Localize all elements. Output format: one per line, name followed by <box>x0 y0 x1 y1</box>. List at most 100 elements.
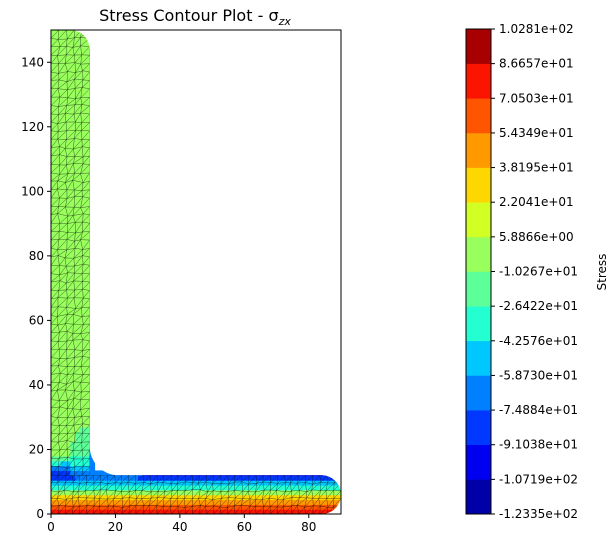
contour-cell <box>84 189 91 196</box>
contour-cell <box>84 286 91 292</box>
contour-cell <box>70 475 76 481</box>
colorbar-band <box>466 271 491 307</box>
contour-cell <box>89 112 96 118</box>
contour-cell <box>302 470 308 476</box>
contour-cell <box>60 460 67 467</box>
contour-cell <box>75 296 81 302</box>
contour-cell <box>55 126 62 133</box>
contour-cell <box>80 136 86 142</box>
contour-cell <box>55 402 62 409</box>
contour-cell <box>51 320 57 326</box>
contour-cell <box>80 83 86 89</box>
contour-cell <box>84 291 91 297</box>
contour-cell <box>283 480 289 486</box>
contour-cell <box>65 267 71 273</box>
contour-cell <box>316 489 323 496</box>
contour-cell <box>51 426 57 433</box>
contour-cell <box>297 509 303 514</box>
contour-cell <box>51 363 57 370</box>
contour-cell <box>51 117 57 123</box>
contour-cell <box>268 494 274 501</box>
contour-cell <box>70 39 76 46</box>
contour-cell <box>55 393 62 399</box>
contour-cell <box>89 49 96 55</box>
contour-cell <box>297 475 303 481</box>
contour-cell <box>55 49 62 55</box>
contour-cell <box>65 460 71 467</box>
contour-cell <box>89 320 96 326</box>
contour-cell <box>55 465 62 472</box>
contour-cell <box>80 49 86 55</box>
contour-cell <box>60 204 67 210</box>
contour-cell <box>263 504 270 510</box>
contour-cell <box>89 426 96 433</box>
contour-cell <box>162 475 168 481</box>
contour-cell <box>171 484 178 491</box>
contour-cell <box>84 330 91 336</box>
contour-cell <box>60 281 67 288</box>
contour-cell <box>55 281 62 288</box>
colorbar-tick-label: -2.6422e+01 <box>499 299 578 313</box>
contour-cell <box>84 223 91 230</box>
contour-cell <box>89 330 96 336</box>
contour-cell <box>65 151 71 157</box>
contour-cell <box>84 117 91 123</box>
contour-cell <box>84 397 91 404</box>
contour-cell <box>84 73 91 79</box>
contour-cell <box>55 397 62 404</box>
contour-cell <box>215 470 221 476</box>
contour-cell <box>51 39 57 46</box>
contour-cell <box>229 475 236 481</box>
contour-cell <box>244 475 250 481</box>
contour-cell <box>302 480 308 486</box>
contour-cell <box>186 504 192 510</box>
contour-cell <box>70 180 76 186</box>
contour-cell <box>55 426 62 433</box>
contour-cell <box>307 484 313 491</box>
contour-cell <box>60 315 67 321</box>
contour-cell <box>152 484 158 491</box>
contour-cell <box>268 475 274 481</box>
contour-cell <box>70 431 76 438</box>
contour-cell <box>336 499 341 505</box>
contour-cell <box>171 470 178 476</box>
contour-cell <box>220 489 226 496</box>
contour-cell <box>89 107 96 113</box>
contour-cell <box>316 475 323 481</box>
contour-cell <box>70 470 76 476</box>
contour-cell <box>99 475 105 481</box>
contour-cell <box>80 242 86 249</box>
contour-cell <box>60 30 67 36</box>
contour-cell <box>84 368 91 375</box>
contour-cell <box>234 489 241 496</box>
contour-cell <box>89 402 96 409</box>
contour-cell <box>51 189 57 196</box>
contour-cell <box>84 426 91 433</box>
contour-cell <box>75 388 81 394</box>
contour-cell <box>278 489 284 496</box>
contour-cell <box>60 49 67 55</box>
contour-cell <box>65 30 71 36</box>
contour-cell <box>84 339 91 346</box>
contour-cell <box>51 146 57 152</box>
y-tick-label: 140 <box>21 55 44 69</box>
contour-cell <box>109 509 115 514</box>
contour-cell <box>99 499 105 505</box>
contour-cell <box>51 78 57 84</box>
contour-cell <box>75 368 81 375</box>
contour-cell <box>186 489 192 496</box>
contour-cell <box>84 475 91 481</box>
y-tick-label: 40 <box>29 378 44 392</box>
contour-cell <box>191 475 197 481</box>
contour-cell <box>89 175 96 181</box>
contour-cell <box>84 494 91 501</box>
contour-cell <box>89 373 96 380</box>
contour-cell <box>75 92 81 99</box>
contour-cell <box>84 131 91 138</box>
contour-cell <box>118 494 125 501</box>
contour-cell <box>191 470 197 476</box>
contour-cell <box>263 499 270 505</box>
contour-cell <box>60 446 67 452</box>
contour-cell <box>80 368 86 375</box>
contour-cell <box>292 475 299 481</box>
